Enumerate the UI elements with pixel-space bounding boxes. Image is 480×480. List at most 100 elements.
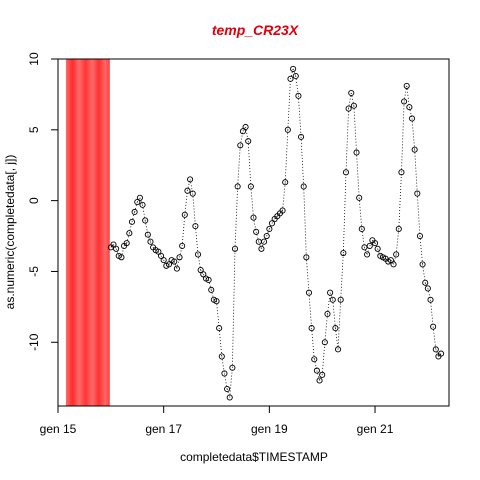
connector-segment [295, 75, 299, 96]
connector-segment [173, 261, 178, 269]
data-point [144, 231, 151, 238]
connector-segment [438, 353, 442, 357]
data-point [155, 248, 162, 255]
connector-segment [335, 328, 339, 350]
data-point [356, 194, 363, 201]
connector-segment [263, 235, 268, 242]
connector-segment [364, 247, 368, 255]
data-point [424, 285, 431, 292]
data-point [226, 394, 233, 401]
data-point [348, 89, 355, 97]
connector-segment [247, 141, 252, 187]
data-connector-lines [110, 68, 442, 398]
data-point [253, 228, 260, 235]
connector-segment [340, 253, 344, 300]
connector-segment [327, 292, 331, 314]
connector-segment [374, 242, 379, 249]
data-point [438, 350, 445, 357]
data-point [279, 207, 286, 214]
connector-segment [329, 292, 334, 300]
data-point [189, 190, 196, 197]
connector-segment [200, 269, 204, 275]
connector-segment [432, 326, 437, 350]
data-point [250, 214, 257, 221]
x-axis-title: completedata$TIMESTAMP [180, 450, 328, 464]
data-point [118, 254, 125, 261]
data-point [237, 142, 244, 149]
data-point [358, 225, 365, 233]
data-point [406, 104, 413, 111]
connector-segment [303, 186, 307, 258]
data-point [268, 220, 276, 227]
data-point [187, 176, 194, 183]
connector-segment [287, 78, 291, 130]
connector-segment [274, 215, 278, 220]
data-point [345, 105, 352, 112]
connector-segment [372, 240, 376, 244]
connector-segment [369, 240, 373, 247]
connector-segment [216, 301, 220, 329]
data-point [218, 353, 225, 360]
connector-segment [311, 328, 315, 360]
data-point [113, 245, 120, 252]
connector-segment [123, 242, 127, 247]
highlight-band [65, 59, 110, 406]
data-point [239, 128, 246, 135]
connector-segment [176, 257, 180, 269]
connector-segment [358, 197, 363, 229]
connector-segment [414, 149, 418, 194]
connector-segment [284, 129, 289, 183]
data-point [136, 194, 143, 201]
connector-segment [419, 236, 423, 265]
connector-segment [324, 313, 328, 343]
data-point [403, 82, 410, 89]
data-point [419, 261, 426, 268]
data-points [107, 65, 445, 401]
connector-segment [427, 288, 431, 300]
connector-segment [139, 197, 143, 206]
data-point [427, 296, 434, 303]
data-point [414, 190, 421, 197]
data-point [408, 115, 416, 122]
data-point [192, 223, 199, 230]
connector-segment [319, 374, 323, 381]
data-point [110, 241, 117, 248]
data-point [139, 201, 146, 208]
data-point [416, 232, 423, 240]
y-tick-label: 10 [27, 52, 41, 66]
connector-segment [250, 186, 254, 218]
data-point [387, 257, 394, 264]
data-point [247, 183, 254, 190]
connector-segment [398, 172, 402, 229]
data-point [216, 325, 223, 332]
y-axis-title: as.numeric(completedata[, j]) [3, 155, 17, 310]
data-point [327, 289, 334, 296]
connector-segment [298, 95, 302, 137]
data-point [329, 296, 336, 303]
data-point [197, 266, 204, 274]
data-point [321, 339, 328, 346]
connector-segment [194, 226, 199, 255]
connector-segment [337, 299, 342, 350]
data-point [160, 257, 167, 264]
connector-segment [416, 193, 421, 237]
connector-segment [231, 248, 236, 368]
y-tick-label: -10 [27, 333, 41, 351]
data-point [364, 251, 371, 258]
connector-segment [234, 186, 239, 249]
data-point [295, 92, 302, 99]
data-point [194, 251, 202, 258]
data-point [173, 265, 180, 272]
data-point [332, 325, 339, 332]
connector-segment [424, 282, 429, 289]
data-point [390, 261, 397, 268]
connector-segment [160, 255, 165, 261]
data-point [205, 276, 212, 283]
connector-segment [184, 190, 188, 215]
connector-segment [261, 241, 265, 249]
data-point [366, 242, 373, 250]
connector-segment [163, 259, 167, 266]
data-point [131, 208, 138, 216]
data-point [432, 346, 439, 353]
connector-segment [350, 92, 355, 106]
